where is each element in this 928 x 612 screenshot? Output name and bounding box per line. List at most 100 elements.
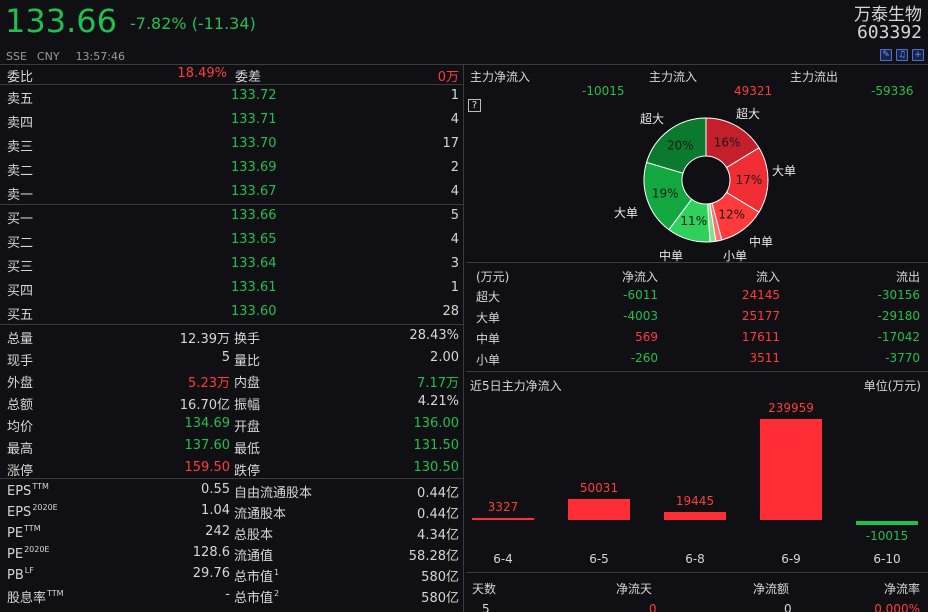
edit-icon[interactable]: ✎: [880, 49, 892, 61]
asks-level-label: 卖四: [7, 116, 34, 131]
stat-value: 134.69: [184, 416, 231, 431]
pie-slice: [668, 198, 711, 243]
pie-slice: [707, 203, 717, 243]
bids-row[interactable]: 买四 133.61 1: [0, 278, 463, 299]
days-label: 天数: [472, 582, 497, 596]
stat-label: 总额: [7, 398, 34, 413]
fundamental-value: 29.76: [192, 566, 230, 581]
stat-value: 28.43%: [409, 328, 459, 343]
asks-volume: 17: [442, 136, 459, 151]
pie-label-large-in: 大单: [772, 164, 797, 178]
exchange-label: SSE: [6, 50, 27, 63]
fundamental-label-text: EPS: [7, 505, 32, 520]
bell-icon[interactable]: ♫: [896, 49, 908, 61]
flow-net: -6011: [623, 288, 658, 302]
bids-level-label: 买一: [7, 212, 34, 227]
stat-row: 现手 5 量比 2.00: [0, 347, 463, 369]
asks-volume: 1: [450, 88, 459, 103]
plus-icon[interactable]: +: [912, 49, 924, 61]
fundamental-label: 股息率TTM: [7, 587, 64, 606]
stat-label: 最高: [7, 442, 34, 457]
main-net-inflow-label: 主力净流入: [470, 70, 531, 84]
flow-order-type: 大单: [476, 311, 501, 325]
flow-table-row: 小单 -260 3511 -3770: [466, 348, 928, 369]
bids-volume: 28: [442, 304, 459, 319]
bids-volume: 4: [450, 232, 459, 247]
bids-row[interactable]: 买一 133.66 5: [0, 206, 463, 227]
bids-price: 133.61: [231, 280, 277, 295]
fundamental-label-sup: 2: [274, 589, 280, 598]
fundamental-label: EPS2020E: [7, 503, 58, 520]
five-day-bar-value: 19445: [675, 493, 715, 508]
pie-label-medium-out: 中单: [659, 249, 684, 263]
asks-price: 133.72: [231, 88, 277, 103]
main-outflow-label: 主力流出: [790, 70, 839, 84]
stat-label: 开盘: [234, 420, 261, 435]
fundamental-label-text: 股息率: [7, 591, 47, 606]
fundamental-value: -: [225, 587, 230, 602]
flow-out: -17042: [877, 330, 920, 344]
bids-row[interactable]: 买五 133.60 28: [0, 302, 463, 323]
quote-meta: SSE CNY 13:57:46: [6, 50, 135, 63]
five-day-bar-value: -10015: [865, 529, 909, 544]
stat-value: 136.00: [413, 416, 460, 431]
flow-table-row: 超大 -6011 24145 -30156: [466, 285, 928, 306]
fundamental-value: 128.6: [192, 545, 230, 560]
flow-table-header-cell: 净流入: [621, 270, 658, 284]
bids-price: 133.66: [231, 208, 277, 223]
weibi-label: 委比: [7, 70, 34, 85]
bids-row[interactable]: 买三 133.64 3: [0, 254, 463, 275]
fundamental-label-text: PE: [7, 547, 24, 562]
bids-level-label: 买四: [7, 284, 34, 299]
stat-value: 12.39万: [179, 332, 230, 347]
help-icon[interactable]: ?: [468, 99, 481, 112]
stat-value: 131.50: [413, 438, 460, 453]
flow-order-type: 小单: [476, 353, 501, 367]
five-day-bar: [760, 419, 822, 520]
fundamental-label: EPSTTM: [7, 482, 49, 499]
stat-label: 换手: [234, 332, 261, 347]
fundamental-value: 1.04: [201, 503, 230, 518]
five-day-bar: [472, 518, 534, 520]
stat-label: 内盘: [234, 376, 261, 391]
stat-label: 振幅: [234, 398, 261, 413]
stock-name: 万泰生物: [854, 5, 922, 25]
asks-row[interactable]: 卖三 133.70 17: [0, 134, 463, 155]
fundamental-row: EPS2020E 1.04 流通股本 0.44亿: [0, 500, 463, 522]
pie-slice-label: 17%: [736, 173, 763, 187]
fundamental-value: 0.55: [201, 482, 230, 497]
net-flow-days-label: 净流天: [616, 582, 653, 596]
fundamental-value: 0.44亿: [417, 507, 459, 522]
stat-label: 均价: [7, 420, 34, 435]
stat-label: 外盘: [7, 376, 34, 391]
asks-row[interactable]: 卖五 133.72 1: [0, 86, 463, 107]
asks-level-label: 卖二: [7, 164, 34, 179]
fundamental-label: PBLF: [7, 566, 34, 583]
asks-row[interactable]: 卖一 133.67 4: [0, 182, 463, 203]
stat-value: 16.70亿: [179, 398, 230, 413]
fundamental-label: 总股本: [234, 524, 274, 543]
stat-row: 涨停 159.50 跌停 130.50: [0, 457, 463, 479]
five-day-bar-value: 3327: [487, 500, 519, 514]
flow-table-header-cell: (万元): [476, 270, 510, 284]
fundamental-row: PE2020E 128.6 流通值 58.28亿: [0, 542, 463, 564]
fundamental-label-text: 流通值: [234, 549, 274, 564]
fundamental-label-sup: 1: [274, 568, 280, 577]
asks-price: 133.70: [231, 136, 277, 151]
pie-label-super-large-in: 超大: [736, 107, 761, 121]
asks-price: 133.67: [231, 184, 277, 199]
stat-row: 最高 137.60 最低 131.50: [0, 435, 463, 457]
stat-value: 2.00: [430, 350, 459, 365]
stat-value: 5: [221, 350, 230, 365]
bids-price: 133.65: [231, 232, 277, 247]
pie-label-small: 小单: [723, 249, 748, 263]
five-day-date: 6-9: [781, 552, 801, 566]
bids-row[interactable]: 买二 133.65 4: [0, 230, 463, 251]
fundamental-label-text: 流通股本: [234, 507, 287, 522]
fundamental-label: 总市值1: [234, 566, 279, 585]
asks-row[interactable]: 卖二 133.69 2: [0, 158, 463, 179]
flow-out: -3770: [885, 351, 920, 365]
flow-net: -4003: [623, 309, 658, 323]
weicha-value: 0万: [437, 70, 459, 85]
asks-row[interactable]: 卖四 133.71 4: [0, 110, 463, 131]
